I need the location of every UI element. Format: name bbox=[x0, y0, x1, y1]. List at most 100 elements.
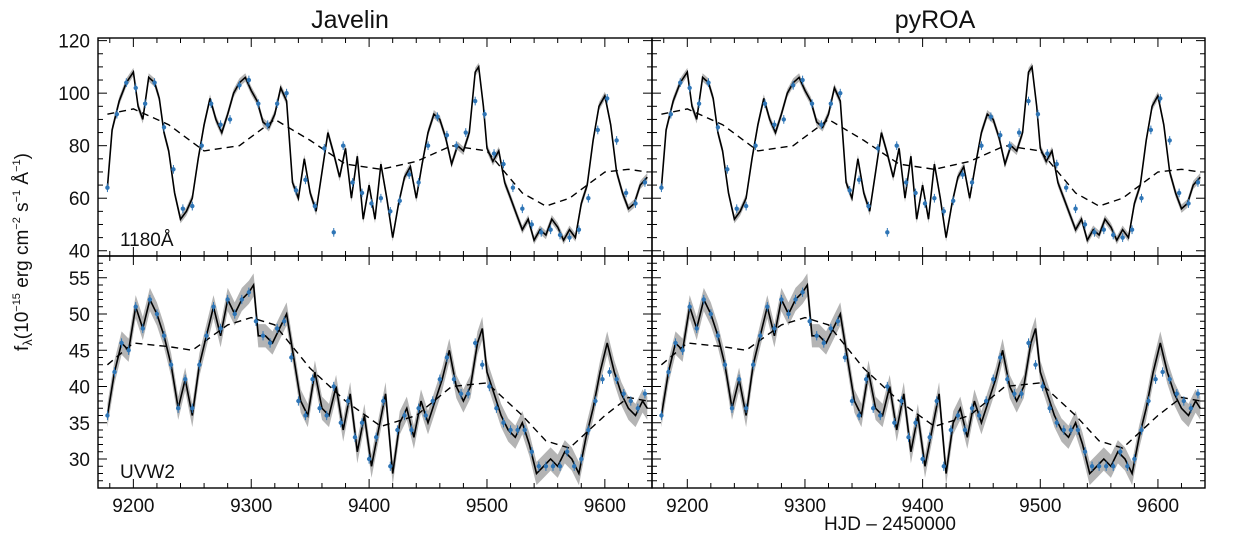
data-point bbox=[359, 420, 365, 425]
data-point bbox=[960, 172, 965, 177]
data-point bbox=[204, 333, 209, 338]
data-point bbox=[1092, 230, 1097, 235]
data-point bbox=[962, 427, 968, 433]
data-point bbox=[614, 377, 619, 382]
data-point bbox=[988, 114, 994, 119]
y-tick-label: 35 bbox=[69, 414, 90, 435]
data-point bbox=[480, 362, 485, 367]
data-point bbox=[1096, 464, 1102, 469]
data-point bbox=[472, 98, 478, 104]
data-point bbox=[312, 203, 318, 209]
data-point bbox=[218, 122, 223, 127]
data-point bbox=[256, 101, 261, 106]
data-point bbox=[225, 297, 230, 302]
model-uncertainty-band bbox=[107, 62, 648, 245]
data-point bbox=[451, 377, 457, 382]
data-point bbox=[694, 326, 699, 331]
data-point bbox=[595, 127, 600, 133]
data-point bbox=[437, 377, 443, 382]
data-point bbox=[762, 101, 768, 106]
y-tick-label: 100 bbox=[58, 84, 90, 105]
data-point bbox=[303, 413, 308, 418]
data-point bbox=[892, 420, 897, 425]
band-label: 1180Å bbox=[120, 230, 174, 251]
data-point bbox=[1139, 427, 1144, 433]
data-point bbox=[310, 377, 315, 382]
data-point bbox=[168, 362, 174, 367]
x-tick-label: 9500 bbox=[466, 496, 508, 517]
data-point bbox=[381, 398, 386, 404]
panel-1180-javelin: 40 60 80 100 120 1180Å bbox=[58, 32, 653, 263]
data-point bbox=[828, 101, 834, 106]
data-point bbox=[906, 435, 911, 440]
data-point bbox=[491, 151, 497, 156]
data-point bbox=[715, 333, 721, 338]
data-point bbox=[246, 77, 252, 83]
data-point bbox=[1082, 449, 1088, 454]
data-point bbox=[687, 85, 692, 91]
data-point bbox=[284, 90, 289, 96]
data-point bbox=[628, 398, 633, 404]
data-point bbox=[282, 319, 287, 324]
data-point bbox=[614, 138, 619, 143]
data-point bbox=[227, 117, 233, 122]
data-point bbox=[849, 398, 855, 404]
data-point bbox=[842, 355, 848, 360]
model-line bbox=[660, 64, 1201, 243]
data-point bbox=[835, 319, 841, 324]
data-point bbox=[522, 427, 527, 433]
data-point bbox=[289, 355, 294, 360]
data-point bbox=[983, 398, 989, 404]
data-point bbox=[736, 377, 742, 382]
data-point bbox=[1186, 201, 1191, 206]
data-point bbox=[856, 177, 862, 183]
y-tick-label: 55 bbox=[69, 269, 90, 290]
data-point bbox=[567, 235, 572, 240]
data-point bbox=[1068, 427, 1074, 433]
data-point bbox=[593, 398, 598, 404]
data-point bbox=[340, 143, 346, 148]
x-tick-label: 9600 bbox=[1137, 496, 1179, 517]
data-point bbox=[814, 333, 819, 338]
data-point bbox=[388, 209, 393, 214]
data-point bbox=[934, 398, 939, 404]
data-point bbox=[673, 340, 678, 346]
data-point bbox=[586, 196, 591, 201]
data-point bbox=[871, 406, 876, 411]
data-point bbox=[706, 80, 711, 85]
data-point bbox=[969, 180, 975, 185]
data-point bbox=[863, 377, 869, 382]
data-point bbox=[941, 464, 946, 469]
data-point bbox=[444, 132, 450, 138]
data-point bbox=[124, 80, 129, 85]
data-point bbox=[1148, 127, 1154, 133]
data-point bbox=[635, 406, 641, 411]
data-point bbox=[913, 190, 918, 196]
data-point bbox=[753, 143, 758, 148]
data-point bbox=[1125, 464, 1130, 469]
data-point bbox=[359, 190, 365, 196]
data-point bbox=[932, 196, 937, 201]
data-point bbox=[267, 340, 273, 346]
y-tick-label: 40 bbox=[69, 378, 90, 399]
y-tick-label: 60 bbox=[69, 189, 90, 210]
data-point bbox=[821, 340, 826, 346]
data-point bbox=[856, 413, 862, 418]
data-point bbox=[557, 232, 563, 238]
data-point bbox=[133, 304, 138, 309]
column-title-pyroa: pyROA bbox=[895, 6, 976, 34]
data-point bbox=[133, 85, 138, 91]
data-point bbox=[409, 427, 414, 433]
data-point bbox=[331, 384, 336, 389]
data-point bbox=[1026, 340, 1031, 346]
data-point bbox=[395, 427, 400, 433]
data-point bbox=[508, 427, 513, 433]
data-point bbox=[482, 111, 487, 117]
data-point bbox=[218, 326, 223, 331]
data-point bbox=[529, 222, 534, 227]
data-point bbox=[1146, 398, 1151, 404]
y-axis-label: fλ(10−15 erg cm−2 s−1 Å−1) bbox=[11, 153, 35, 351]
data-point bbox=[659, 413, 664, 418]
data-point bbox=[171, 167, 176, 172]
